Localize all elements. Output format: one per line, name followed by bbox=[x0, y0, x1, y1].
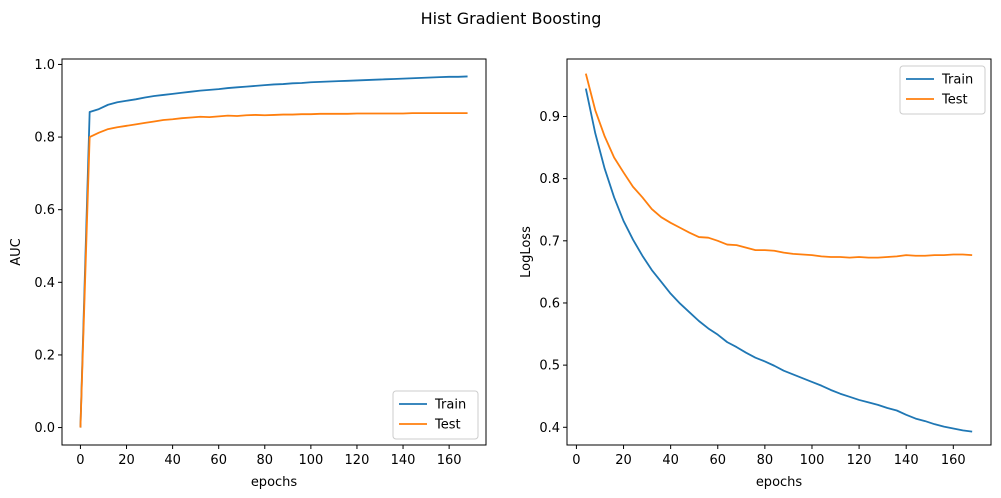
auc-legend-label-train: Train bbox=[434, 398, 466, 413]
auc-y-tick-label-1: 0.2 bbox=[34, 348, 55, 363]
auc-x-tick-label-40: 40 bbox=[164, 453, 181, 468]
logloss-x-tick-label-160: 160 bbox=[941, 453, 966, 468]
auc-x-tick-label-140: 140 bbox=[391, 453, 416, 468]
logloss-y-tick-label-3: 0.7 bbox=[539, 234, 560, 249]
auc-x-tick-label-20: 20 bbox=[118, 453, 135, 468]
logloss-x-tick-label-120: 120 bbox=[847, 453, 872, 468]
auc-x-tick-label-120: 120 bbox=[345, 453, 370, 468]
auc-x-tick-label-60: 60 bbox=[210, 453, 227, 468]
auc-y-tick-label-5: 1.0 bbox=[34, 58, 55, 73]
auc-legend: Train Test bbox=[392, 390, 479, 440]
auc-legend-box bbox=[392, 390, 479, 440]
auc-y-tick-label-4: 0.8 bbox=[34, 131, 55, 146]
auc-chart: 0 20 40 60 80 100 120 140 160 0.0 0.2 0.4 0.6 0.8 1.0 e… bbox=[9, 58, 487, 490]
logloss-x-tick-label-100: 100 bbox=[800, 453, 825, 468]
logloss-series-train-line bbox=[584, 88, 973, 433]
figure-title: Hist Gradient Boosting bbox=[421, 9, 602, 28]
logloss-legend: Train Test bbox=[899, 65, 986, 115]
logloss-y-tick-label-1: 0.5 bbox=[539, 359, 560, 374]
logloss-y-tick-label-2: 0.6 bbox=[539, 296, 560, 311]
auc-y-axis-label: AUC bbox=[9, 238, 24, 266]
auc-x-axis-label: epochs bbox=[251, 475, 298, 490]
logloss-legend-label-test: Test bbox=[941, 93, 968, 108]
logloss-x-tick-label-40: 40 bbox=[662, 453, 679, 468]
logloss-series-test-line bbox=[584, 73, 973, 259]
logloss-legend-box bbox=[899, 65, 986, 115]
auc-y-tick-label-0: 0.0 bbox=[34, 421, 55, 436]
auc-x-tick-label-0: 0 bbox=[76, 453, 84, 468]
auc-legend-label-test: Test bbox=[434, 418, 461, 433]
logloss-legend-label-train: Train bbox=[941, 73, 973, 88]
auc-plot-frame bbox=[61, 58, 487, 446]
auc-y-tick-label-2: 0.4 bbox=[34, 276, 55, 291]
logloss-chart: 0 20 40 60 80 100 120 140 160 0.4 0.5 0.6 0.7 0.8 0.9 e… bbox=[519, 58, 992, 490]
auc-x-tick-label-100: 100 bbox=[298, 453, 323, 468]
logloss-x-tick-label-80: 80 bbox=[757, 453, 774, 468]
auc-series-test-line bbox=[79, 112, 468, 428]
logloss-x-axis-label: epochs bbox=[756, 475, 803, 490]
logloss-plot-frame bbox=[566, 58, 992, 446]
auc-series-train-line bbox=[79, 75, 468, 428]
logloss-x-tick-label-0: 0 bbox=[572, 453, 580, 468]
logloss-x-tick-label-60: 60 bbox=[709, 453, 726, 468]
logloss-y-tick-label-4: 0.8 bbox=[539, 172, 560, 187]
logloss-y-axis-label: LogLoss bbox=[519, 226, 534, 278]
logloss-x-tick-label-140: 140 bbox=[894, 453, 919, 468]
auc-y-tick-label-3: 0.6 bbox=[34, 203, 55, 218]
logloss-y-tick-label-0: 0.4 bbox=[539, 421, 560, 436]
logloss-y-tick-label-5: 0.9 bbox=[539, 110, 560, 125]
logloss-x-tick-label-20: 20 bbox=[615, 453, 632, 468]
auc-x-tick-label-80: 80 bbox=[257, 453, 274, 468]
auc-x-tick-label-160: 160 bbox=[437, 453, 462, 468]
